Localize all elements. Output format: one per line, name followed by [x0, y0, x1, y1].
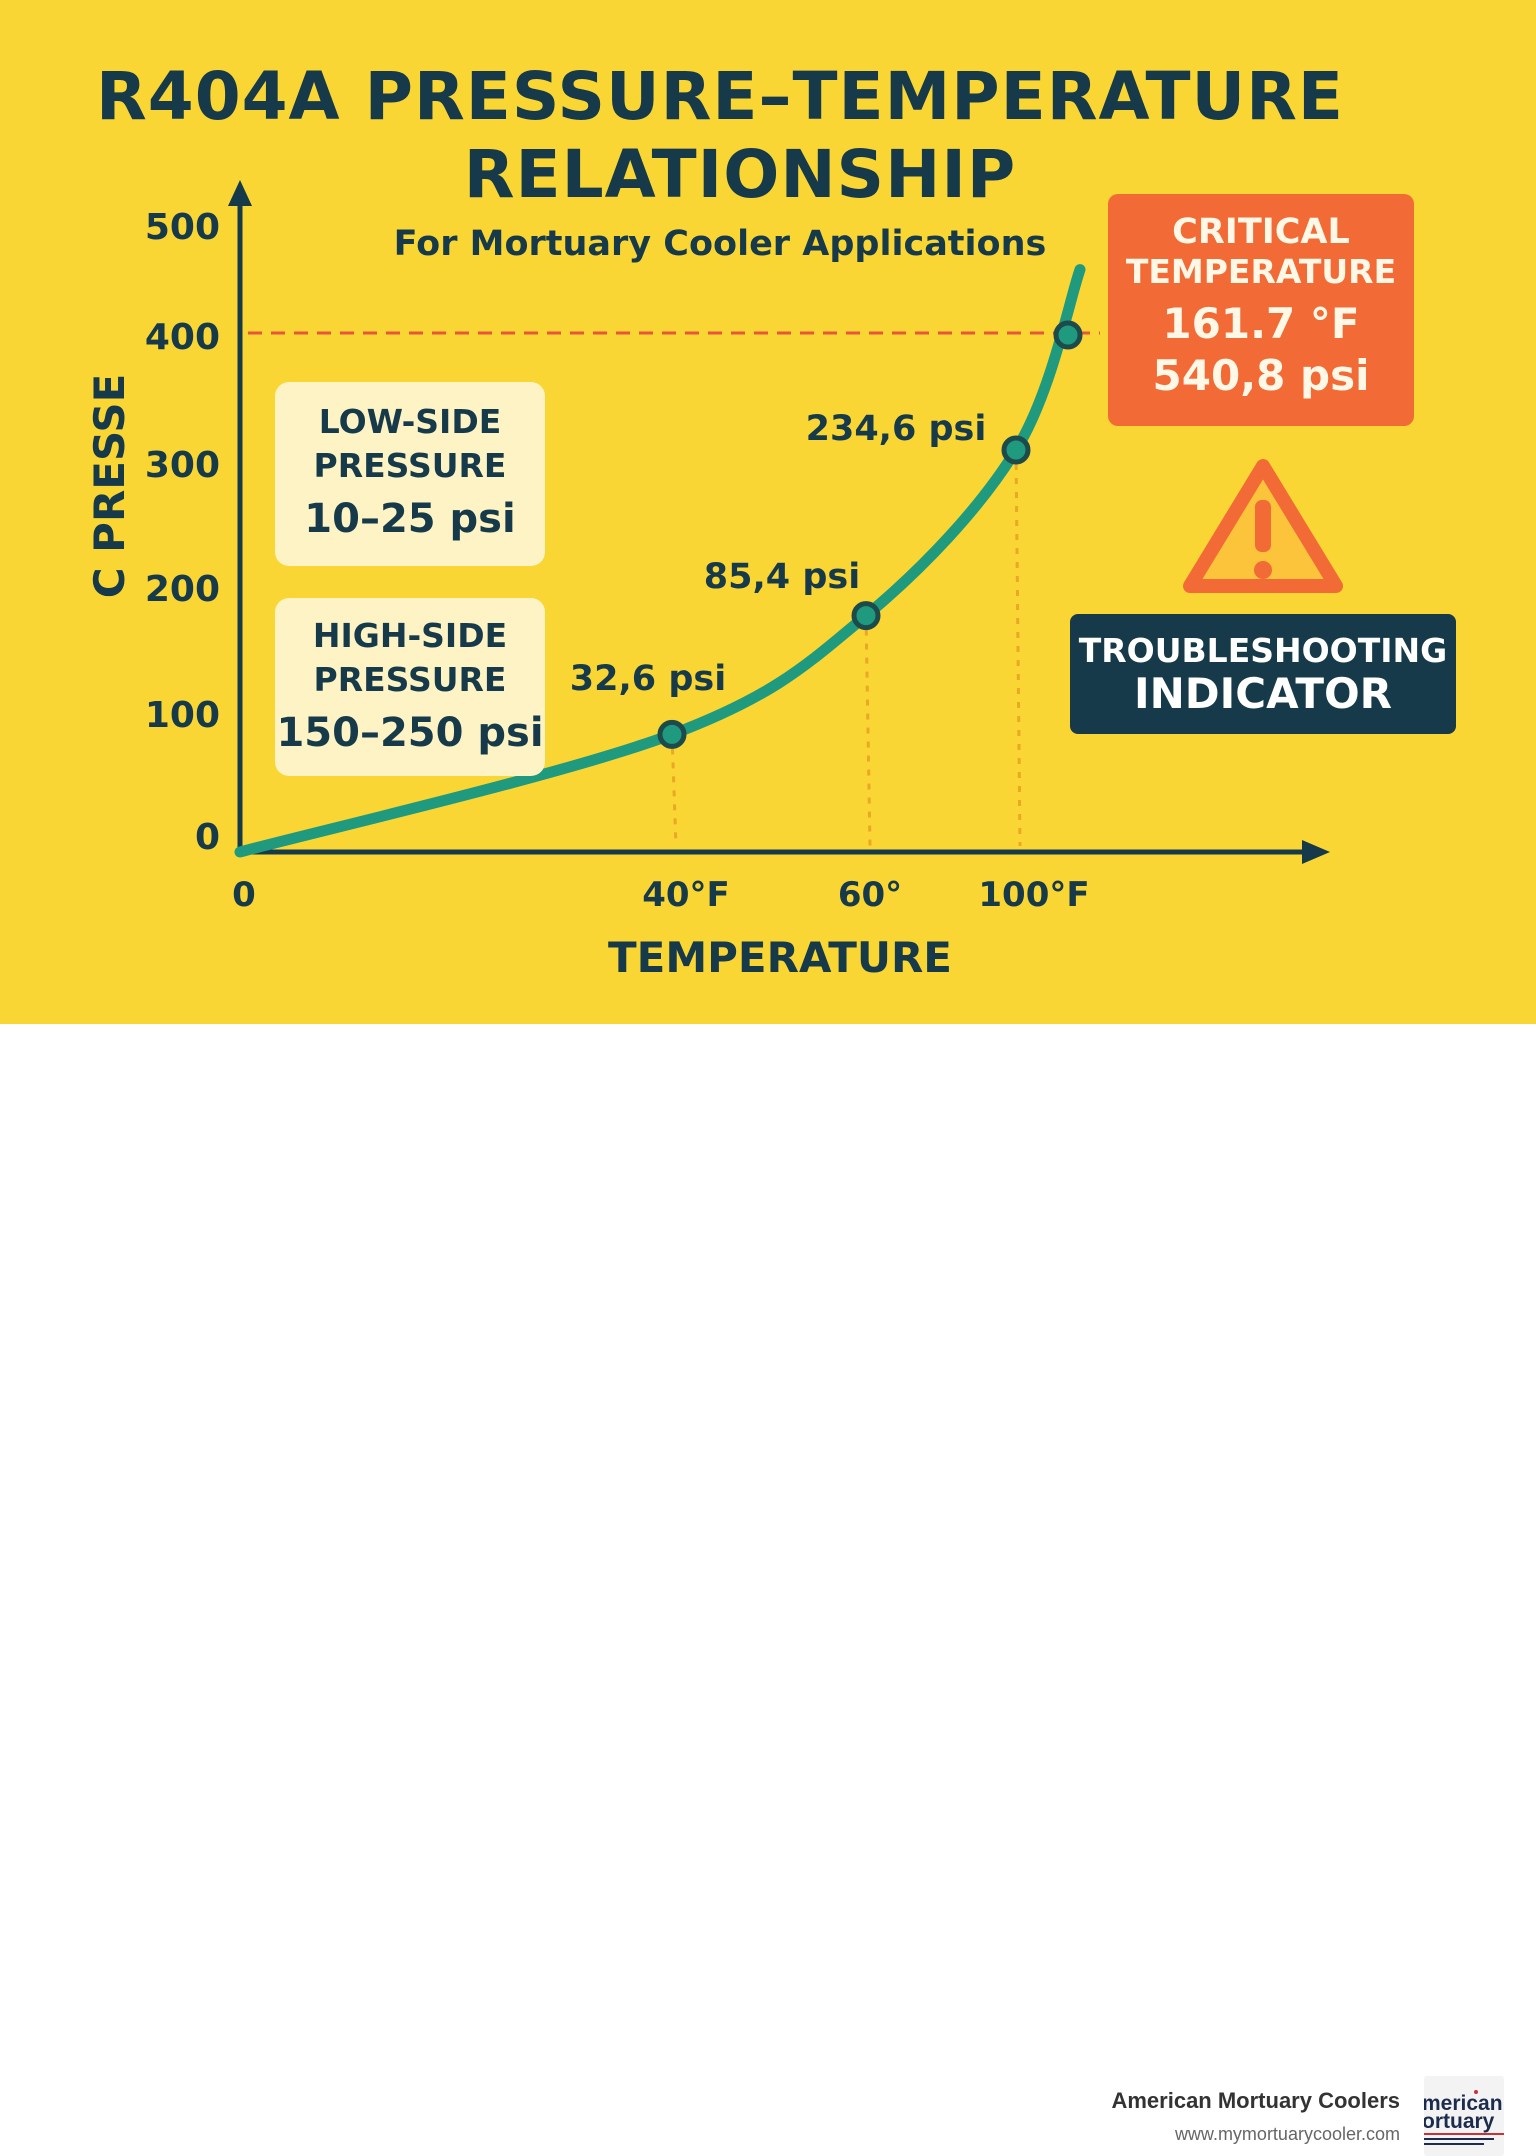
high-side-label-2: PRESSURE	[313, 660, 507, 699]
pressure-temperature-chart: 0 100 200 300 400 500 0 40°F 60° 100°F 32,6 psi 85…	[85, 180, 1330, 982]
high-side-pressure-card: HIGH-SIDE PRESSURE 150–250 psi	[275, 598, 545, 776]
warning-triangle-icon	[1183, 459, 1343, 593]
data-point-label: 234,6 psi	[806, 409, 987, 449]
brand-name: American Mortuary Coolers	[1111, 2088, 1400, 2113]
x-tick-label: 60°	[838, 875, 902, 915]
vertical-guide-line	[670, 734, 678, 847]
x-tick-label: 100°F	[978, 875, 1089, 915]
svg-text:ortuary: ortuary	[1424, 2110, 1495, 2133]
x-tick-label: 0	[232, 875, 256, 915]
critical-temperature-box: CRITICAL TEMPERATURE 161.7 °F 540,8 psi	[1108, 194, 1414, 426]
data-point	[657, 719, 687, 749]
troubleshooting-line-2: INDICATOR	[1133, 669, 1393, 718]
critical-pressure-value: 540,8 psi	[1152, 351, 1370, 400]
chart-title-line-1: R404A PRESSURE–TEMPERATURE	[95, 58, 1345, 135]
x-axis-arrow	[1302, 840, 1330, 864]
y-tick-label: 500	[145, 207, 220, 248]
critical-line-1: CRITICAL	[1172, 212, 1350, 252]
data-point	[1001, 435, 1031, 465]
critical-line-2: TEMPERATURE	[1125, 252, 1397, 291]
chart-title-line-2: RELATIONSHIP	[463, 136, 1017, 213]
infographic-poster: R404A PRESSURE–TEMPERATURE RELATIONSHIP …	[0, 0, 1536, 1024]
x-axis-title: TEMPERATURE	[608, 933, 952, 982]
x-tick-label: 40°F	[642, 875, 730, 915]
troubleshooting-line-1: TROUBLESHOOTING	[1078, 631, 1448, 670]
data-point-label: 32,6 psi	[570, 659, 726, 699]
y-tick-label: 300	[145, 445, 220, 486]
data-series: 32,6 psi 85,4 psi 234,6 psi	[234, 264, 1086, 858]
vertical-guide-line	[1014, 449, 1022, 847]
vertical-guide-line	[864, 615, 872, 847]
footer: American Mortuary Coolers www.mymortuary…	[0, 1024, 1536, 2156]
y-tick-label: 200	[145, 569, 220, 610]
y-tick-label: 400	[145, 317, 220, 358]
pressure-curve	[234, 264, 1086, 858]
guide-lines	[248, 331, 1100, 847]
brand-logo: merican ortuary	[1424, 2076, 1504, 2156]
chart-axes	[228, 180, 1330, 864]
critical-temperature-value: 161.7 °F	[1162, 299, 1360, 348]
y-axis-title: C PRESSE	[85, 374, 134, 599]
low-side-label-2: PRESSURE	[313, 446, 507, 485]
data-point	[851, 601, 881, 631]
tick-labels: 0 100 200 300 400 500 0 40°F 60° 100°F	[145, 207, 1090, 915]
brand-logo-mark: merican ortuary	[1424, 2090, 1504, 2145]
y-tick-label: 100	[145, 695, 220, 736]
high-side-label-1: HIGH-SIDE	[312, 616, 508, 655]
chart-subtitle: For Mortuary Cooler Applications	[393, 224, 1047, 264]
low-side-value: 10–25 psi	[304, 496, 516, 542]
low-side-pressure-card: LOW-SIDE PRESSURE 10–25 psi	[275, 382, 545, 566]
data-point	[1053, 320, 1083, 350]
y-axis-arrow	[228, 180, 252, 206]
high-side-value: 150–250 psi	[276, 710, 544, 756]
low-side-label-1: LOW-SIDE	[318, 402, 502, 441]
brand-url: www.mymortuarycooler.com	[1174, 2124, 1400, 2144]
data-point-label: 85,4 psi	[704, 557, 860, 597]
y-tick-label: 0	[195, 817, 220, 858]
troubleshooting-indicator-box: TROUBLESHOOTING INDICATOR	[1070, 614, 1456, 734]
